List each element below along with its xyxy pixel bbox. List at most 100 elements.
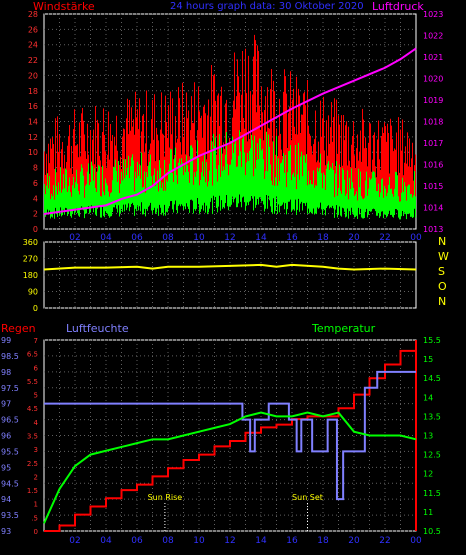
x-tick-label: 16	[286, 233, 298, 243]
x-tick-label: 10	[193, 233, 205, 243]
pressure-y-tick-label: 1023	[423, 10, 443, 19]
pressure-y-tick-label: 1020	[423, 75, 443, 84]
wind-y-tick-label: 2	[33, 210, 38, 219]
direction-y-tick-label: 0	[33, 304, 38, 313]
pressure-y-tick-label: 1016	[423, 161, 443, 170]
x-tick-label: 06	[131, 233, 143, 243]
sun-set-label: Sun Set	[292, 493, 323, 502]
pressure-y-tick-label: 1022	[423, 32, 443, 41]
rain-y-tick-label: 1.5	[27, 487, 38, 495]
x-tick-label: 06	[131, 536, 143, 546]
humidity-y-tick-label: 94	[1, 495, 11, 504]
compass-label: S	[438, 265, 445, 278]
rain-y-tick-label: 3.5	[27, 433, 38, 441]
rain-line	[44, 340, 417, 532]
wind-y-tick-label: 8	[33, 164, 38, 173]
humidity-y-tick-label: 98	[1, 368, 11, 377]
date-title: 24 hours graph data: 30 Oktober 2020	[170, 1, 364, 12]
wind-y-tick-label: 6	[33, 179, 38, 188]
wind-title: Windstärke	[33, 0, 95, 13]
temperature-y-tick-label: 11	[423, 508, 433, 517]
wind-y-tick-label: 16	[28, 102, 38, 111]
x-tick-label: 02	[69, 536, 80, 546]
rain-y-tick-label: 5	[34, 392, 38, 400]
rain-y-tick-label: 4	[34, 419, 39, 427]
wind-y-tick-label: 20	[28, 71, 38, 80]
pressure-line	[43, 47, 417, 215]
wind-y-tick-label: 26	[28, 25, 38, 34]
pressure-y-tick-label: 1014	[423, 204, 443, 213]
pressure-y-tick-label: 1013	[423, 225, 443, 234]
x-tick-label: 02	[69, 233, 80, 243]
x-tick-label: 12	[224, 233, 235, 243]
rain-y-tick-label: 2	[34, 473, 38, 481]
x-tick-label: 00	[410, 536, 422, 546]
humidity-y-tick-label: 95.5	[1, 447, 19, 456]
rain-label: Regen	[1, 322, 36, 335]
rain-y-tick-label: 0	[34, 528, 38, 536]
temperature-y-tick-label: 14	[423, 393, 433, 402]
line-series-layer	[43, 47, 417, 532]
temperature-y-tick-label: 12	[423, 470, 433, 479]
temperature-y-tick-label: 15.5	[423, 336, 441, 345]
direction-y-tick-label: 90	[28, 288, 38, 297]
x-tick-label: 20	[348, 233, 360, 243]
wind-y-tick-label: 14	[28, 118, 38, 127]
x-tick-label: 10	[193, 536, 205, 546]
compass-label: W	[438, 250, 449, 263]
humidity-y-tick-label: 96.5	[1, 416, 19, 425]
rain-y-tick-label: 7	[34, 337, 38, 345]
sun-rise-label: Sun Rise	[148, 493, 183, 502]
humidity-y-tick-label: 97.5	[1, 384, 19, 393]
x-tick-label: 04	[100, 233, 112, 243]
pressure-y-tick-label: 1021	[423, 53, 443, 62]
rain-y-tick-label: 1	[34, 501, 38, 509]
wind-y-tick-label: 24	[28, 41, 38, 50]
wind-y-tick-label: 4	[33, 194, 38, 203]
temperature-y-tick-label: 14.5	[423, 374, 441, 383]
x-tick-label: 14	[255, 233, 267, 243]
direction-y-tick-label: 180	[23, 271, 38, 280]
humidity-label: Luftfeuchte	[66, 322, 129, 335]
wind-y-tick-label: 28	[28, 10, 38, 19]
wind-y-tick-label: 12	[28, 133, 38, 142]
x-tick-label: 12	[224, 536, 235, 546]
rain-y-tick-label: 6	[34, 364, 39, 372]
x-tick-label: 14	[255, 536, 267, 546]
x-tick-label: 08	[162, 536, 174, 546]
x-tick-label: 18	[317, 536, 329, 546]
humidity-y-tick-label: 93	[1, 527, 11, 536]
wind-y-tick-label: 18	[28, 87, 38, 96]
compass-label: O	[438, 280, 447, 293]
x-tick-label: 04	[100, 536, 112, 546]
x-tick-label: 22	[379, 233, 390, 243]
humidity-y-tick-label: 99	[1, 336, 11, 345]
wind-direction-line	[43, 263, 417, 271]
humidity-y-tick-label: 98.5	[1, 352, 19, 361]
humidity-y-tick-label: 96	[1, 432, 11, 441]
temperature-line	[43, 411, 417, 524]
rain-y-tick-label: 4.5	[27, 405, 38, 413]
x-tick-label: 22	[379, 536, 390, 546]
pressure-y-tick-label: 1017	[423, 139, 443, 148]
compass-label: N	[438, 295, 446, 308]
wind-y-tick-label: 0	[33, 225, 38, 234]
wind-y-tick-label: 10	[28, 148, 38, 157]
temperature-y-tick-label: 10.5	[423, 527, 441, 536]
rain-y-tick-label: 6.5	[27, 351, 38, 359]
pressure-y-tick-label: 1018	[423, 118, 443, 127]
temperature-y-tick-label: 13	[423, 432, 433, 441]
x-tick-label: 18	[317, 233, 329, 243]
humidity-y-tick-label: 95	[1, 463, 11, 472]
direction-y-tick-label: 270	[23, 255, 38, 264]
temperature-y-tick-label: 11.5	[423, 489, 441, 498]
humidity-line	[44, 370, 416, 501]
wind-series-layer	[44, 34, 416, 220]
x-tick-label: 20	[348, 536, 360, 546]
temperature-label: Temperatur	[311, 322, 376, 335]
humidity-y-tick-label: 94.5	[1, 479, 19, 488]
rain-y-tick-label: 3	[34, 446, 38, 454]
temperature-y-tick-label: 15	[423, 355, 433, 364]
